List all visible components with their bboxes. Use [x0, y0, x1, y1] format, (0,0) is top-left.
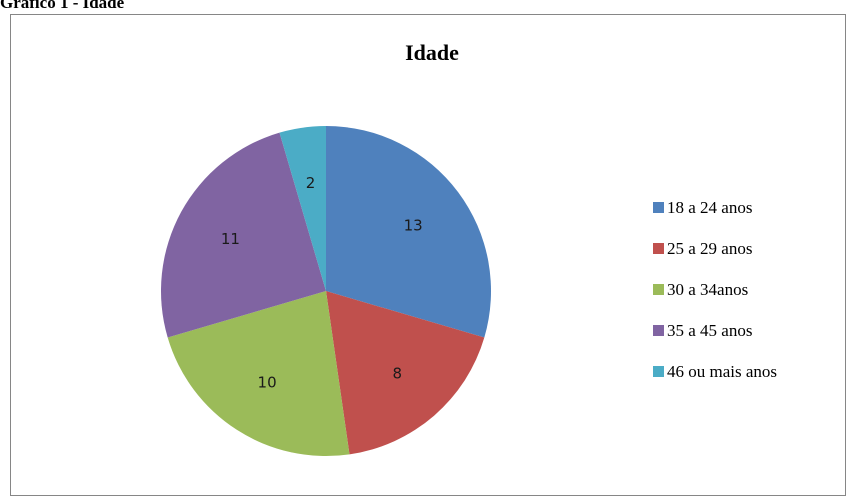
data-label-1: 13: [404, 217, 423, 235]
pie-slice-3: [167, 291, 350, 456]
pie-slice-5: [279, 126, 326, 291]
pie-slice-4: [160, 132, 326, 338]
data-label-3: 10: [258, 374, 277, 392]
legend-swatch-2: [653, 243, 664, 254]
data-label-5: 2: [306, 174, 316, 192]
legend-swatch-4: [653, 325, 664, 336]
legend-label-5: 46 ou mais anos: [667, 362, 777, 381]
legend-label-1: 18 a 24 anos: [667, 198, 752, 217]
data-label-2: 8: [393, 364, 403, 382]
legend-label-3: 30 a 34anos: [667, 280, 748, 299]
data-label-4: 11: [221, 230, 240, 248]
legend-label-2: 25 a 29 anos: [667, 239, 752, 258]
legend: 18 a 24 anos 25 a 29 anos 30 a 34anos 35 a …: [653, 198, 777, 381]
legend-swatch-3: [653, 284, 664, 295]
chart-title: Idade: [405, 40, 459, 65]
pie-slice-1: [326, 126, 492, 338]
pie-slice-2: [326, 291, 485, 455]
legend-label-4: 35 a 45 anos: [667, 321, 752, 340]
legend-swatch-1: [653, 202, 664, 213]
figure-caption: Grafico 1 - Idade: [0, 0, 125, 12]
legend-swatch-5: [653, 366, 664, 377]
